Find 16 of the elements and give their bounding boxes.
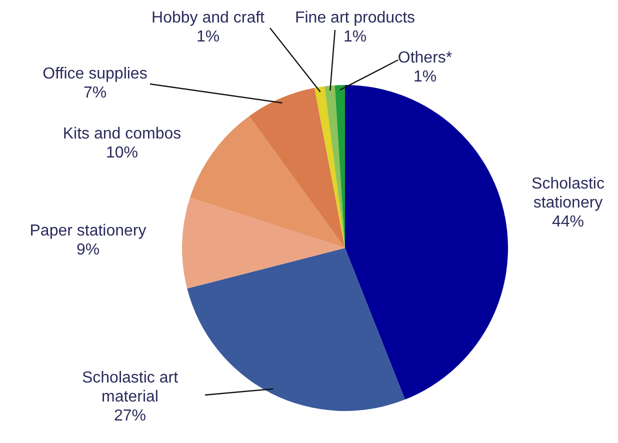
slice-label: Office supplies xyxy=(42,65,148,82)
data-label: 7% xyxy=(83,84,107,102)
slice-label: Paper stationery xyxy=(30,222,146,240)
slice-label: Scholastic stationery xyxy=(532,175,604,212)
data-label: 1% xyxy=(196,28,220,46)
slice-label: Kits and combos xyxy=(62,125,182,142)
slice-label: Scholastic art material xyxy=(82,369,179,406)
data-label: 9% xyxy=(76,241,100,258)
data-label: 1% xyxy=(413,68,437,86)
slice-label: Hobby and craft xyxy=(152,9,266,26)
data-label: 1% xyxy=(343,28,367,46)
slice-label: Fine art products xyxy=(294,9,416,26)
slice-label: Others* xyxy=(398,49,452,66)
data-label: 44% xyxy=(552,213,584,230)
data-label: 10% xyxy=(106,144,138,162)
data-label: 27% xyxy=(114,407,146,424)
